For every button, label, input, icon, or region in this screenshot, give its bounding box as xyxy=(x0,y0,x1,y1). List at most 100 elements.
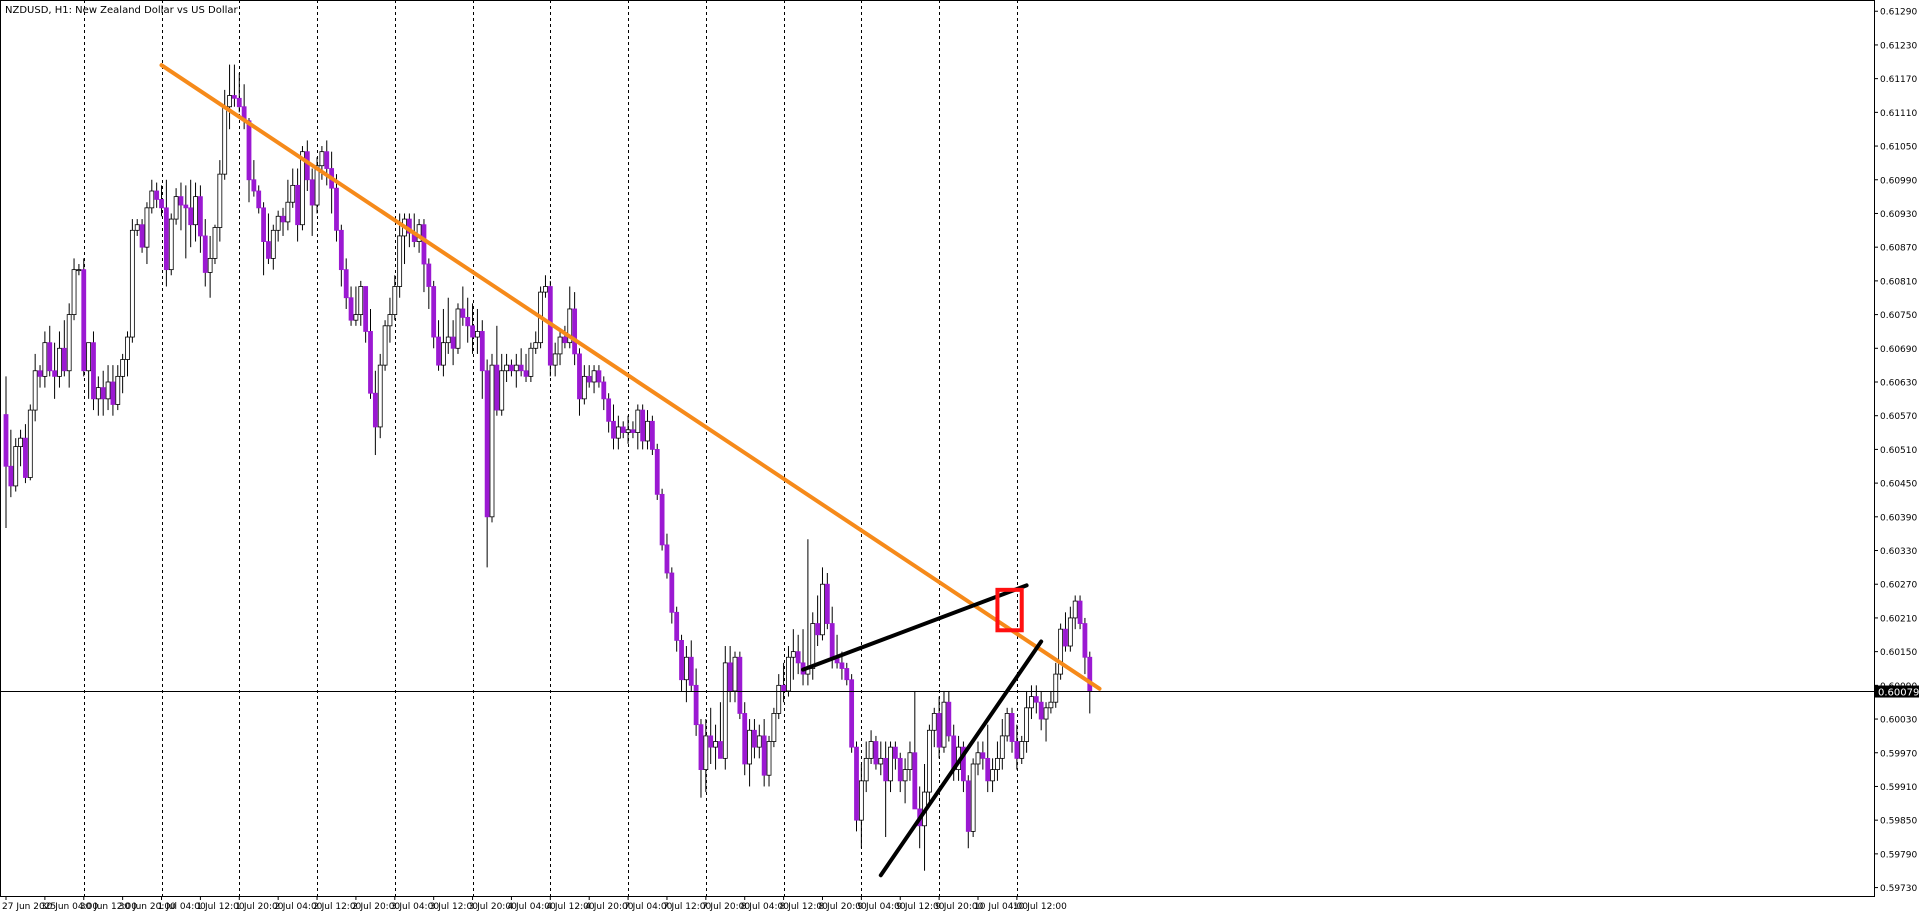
candle[interactable] xyxy=(995,741,1000,781)
candle[interactable] xyxy=(552,342,558,377)
candle[interactable] xyxy=(703,719,709,793)
candle[interactable] xyxy=(445,297,451,354)
candle[interactable] xyxy=(873,735,879,770)
candle[interactable] xyxy=(820,567,825,641)
candle[interactable] xyxy=(494,325,500,416)
candle[interactable] xyxy=(426,258,432,309)
candle[interactable] xyxy=(990,758,995,793)
candle[interactable] xyxy=(484,359,490,568)
candle[interactable] xyxy=(1043,702,1049,742)
candle[interactable] xyxy=(455,303,461,354)
candle[interactable] xyxy=(679,634,684,691)
candle[interactable] xyxy=(761,719,767,787)
candle[interactable] xyxy=(470,303,475,354)
candle[interactable] xyxy=(747,719,752,787)
candle[interactable] xyxy=(110,365,116,416)
candle[interactable] xyxy=(115,365,121,411)
candle[interactable] xyxy=(86,342,92,399)
candle[interactable] xyxy=(178,182,184,231)
candle[interactable] xyxy=(562,325,568,349)
candle[interactable] xyxy=(737,651,743,720)
candle[interactable] xyxy=(193,182,198,242)
candle[interactable] xyxy=(1072,595,1078,630)
candle[interactable] xyxy=(207,235,213,298)
candle[interactable] xyxy=(42,331,48,388)
candle[interactable] xyxy=(824,572,830,630)
candle[interactable] xyxy=(368,308,373,399)
candle[interactable] xyxy=(275,210,281,242)
candle[interactable] xyxy=(669,567,675,624)
candle[interactable] xyxy=(722,646,728,770)
candle[interactable] xyxy=(188,179,194,248)
candle[interactable] xyxy=(781,662,786,703)
candle[interactable] xyxy=(76,264,82,276)
candle[interactable] xyxy=(353,286,359,326)
candle[interactable] xyxy=(1019,735,1025,764)
candle[interactable] xyxy=(66,303,72,388)
candle[interactable] xyxy=(965,775,971,849)
candle[interactable] xyxy=(620,421,626,439)
candle[interactable] xyxy=(266,213,271,265)
candle[interactable] xyxy=(543,275,548,298)
candle[interactable] xyxy=(1029,685,1034,720)
candle[interactable] xyxy=(630,421,636,439)
candle[interactable] xyxy=(246,117,252,203)
drawn-objects[interactable] xyxy=(159,63,1102,878)
candle[interactable] xyxy=(338,224,344,287)
candle[interactable] xyxy=(645,410,650,450)
candle[interactable] xyxy=(450,320,456,366)
candle[interactable] xyxy=(786,646,791,697)
candle[interactable] xyxy=(251,160,257,197)
candle[interactable] xyxy=(1082,617,1088,675)
candle[interactable] xyxy=(1048,690,1054,714)
candle[interactable] xyxy=(261,202,266,276)
candle[interactable] xyxy=(217,160,223,242)
candle[interactable] xyxy=(684,646,689,703)
descending-resistance-trendline[interactable] xyxy=(159,63,1102,691)
candle[interactable] xyxy=(985,724,991,793)
candle[interactable] xyxy=(596,365,602,388)
candle[interactable] xyxy=(163,179,169,287)
candle[interactable] xyxy=(509,359,514,377)
candle[interactable] xyxy=(606,393,612,433)
candle[interactable] xyxy=(790,629,796,680)
candle[interactable] xyxy=(232,64,237,107)
candle[interactable] xyxy=(533,331,539,354)
candle[interactable] xyxy=(18,429,23,467)
candle[interactable] xyxy=(752,719,757,759)
candle[interactable] xyxy=(120,353,126,394)
candle[interactable] xyxy=(363,286,369,343)
candle[interactable] xyxy=(421,219,427,293)
candle[interactable] xyxy=(713,724,718,770)
candle[interactable] xyxy=(849,674,855,753)
candle[interactable] xyxy=(387,297,393,343)
candle[interactable] xyxy=(1014,724,1020,770)
candle[interactable] xyxy=(756,724,762,759)
candle[interactable] xyxy=(727,646,733,703)
candle[interactable] xyxy=(688,640,694,691)
candle[interactable] xyxy=(523,353,529,382)
candle[interactable] xyxy=(348,286,354,326)
candle[interactable] xyxy=(795,634,801,675)
candle[interactable] xyxy=(883,741,889,838)
candle[interactable] xyxy=(1038,690,1044,731)
candle[interactable] xyxy=(144,202,150,265)
candle[interactable] xyxy=(489,353,495,523)
candle[interactable] xyxy=(936,696,942,759)
candle[interactable] xyxy=(888,741,893,793)
candle[interactable] xyxy=(27,404,33,481)
candle[interactable] xyxy=(640,404,646,450)
candle[interactable] xyxy=(999,719,1005,770)
candle[interactable] xyxy=(129,219,135,343)
candle[interactable] xyxy=(465,297,471,343)
candle[interactable] xyxy=(897,752,903,793)
wedge-lower-trendline[interactable] xyxy=(878,639,1044,878)
candle[interactable] xyxy=(1024,690,1029,753)
candle[interactable] xyxy=(902,758,908,804)
candle[interactable] xyxy=(358,280,364,326)
candle[interactable] xyxy=(290,168,296,208)
candle[interactable] xyxy=(907,741,913,781)
